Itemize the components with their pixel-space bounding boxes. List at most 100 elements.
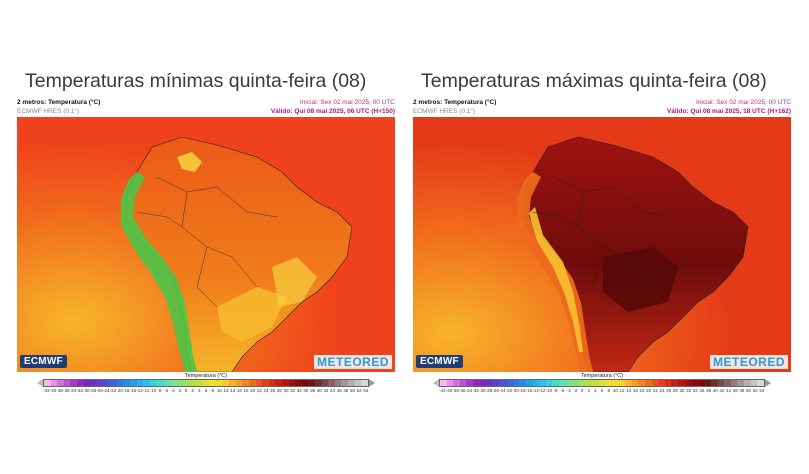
legend-swatch [149,380,157,386]
temperature-map: ECMWF METEORED [17,117,395,372]
legend-swatch [301,380,309,386]
legend-swatch [281,380,289,386]
country-borders [136,176,278,308]
legend-tick-label: -32 [472,388,479,393]
country-borders [532,176,674,308]
legend-tick-label: -28 [89,388,97,393]
init-time: Inicial: Sex 02 mai 2025, 00 UTC [695,99,791,106]
legend-swatch [176,380,183,386]
legend-tick-label: -12 [142,388,150,393]
legend-swatch [459,380,467,386]
legend-title: Temperatura (°C) [184,373,228,379]
legend-tick-label: 6 [204,388,208,393]
legend-swatch [235,380,243,386]
map-svg [17,117,395,372]
legend-swatch [519,380,526,386]
legend-tick-label: 10 [216,388,222,393]
legend-tick-label: -34 [69,388,77,393]
init-time: Inicial: Sex 02 mai 2025, 00 UTC [299,99,395,106]
legend-ticks: -42 -40 -38 -36 -34 -32 -30 -28 -26 -24 -22 -20 -18-… [439,388,765,396]
legend-swatch [730,380,738,386]
legend-swatch [361,380,368,386]
legend-tick-label: 26 [270,388,276,393]
legend-tick-label: 52 [356,388,362,393]
legend-swatch [572,380,579,386]
legend-tick-label: 34 [296,388,302,393]
legend-tick-label: 28 [672,388,678,393]
legend-swatch [275,380,282,386]
legend-tick-label: 40 [712,388,718,393]
legend-tick-label: 32 [290,388,296,393]
legend-tick-label: 28 [276,388,282,393]
legend-color-bar [439,379,765,387]
panel-maximum-temperatures: Temperaturas máximas quinta-feira (08) 2… [413,70,791,400]
legend-tick-label: 46 [336,388,342,393]
legend-tick-label: 12 [223,388,229,393]
legend-swatch [631,380,639,386]
legend-tick-label: 12 [619,388,625,393]
legend-tick-label: -4 [170,388,175,393]
legend-tick-label: 36 [303,388,309,393]
legend-swatch [585,380,593,386]
legend-tick-label: -12 [538,388,546,393]
legend-tick-label: 48 [343,388,349,393]
legend-tick-label: 42 [323,388,329,393]
chaco-hot-area [603,247,678,312]
legend-swatch [539,380,546,386]
legend-tick-label: -24 [498,388,506,393]
legend-tick-label: -26 [96,388,103,393]
legend-swatch [103,380,111,386]
legend-swatch [334,380,342,386]
legend-tick-label: 16 [632,388,638,393]
legend-tick-label: 2 [587,388,591,393]
legend-tick-label: 34 [692,388,698,393]
legend-swatch [123,380,130,386]
legend-tick-label: 30 [283,388,289,393]
legend-tick-label: 46 [732,388,738,393]
legend-swatch [242,380,249,386]
valid-time: Válido: Qui 08 mai 2025, 06 UTC (H+150) [270,108,395,115]
legend-tick-label: -38 [56,388,63,393]
legend-swatch [129,380,137,386]
legend-swatch [704,380,711,386]
legend-swatch [598,380,606,386]
model-label: ECMWF HRES (0.1°) [17,108,80,115]
legend-swatch [506,380,513,386]
legend-swatch [288,380,296,386]
legend-swatch [215,380,223,386]
legend-swatch [255,380,263,386]
legend-title: Temperatura (°C) [580,373,624,379]
legend-swatch [328,380,335,386]
legend-tick-label: 20 [646,388,652,393]
legend-swatch [83,380,91,386]
legend-swatch [479,380,487,386]
south-brazil [217,287,287,342]
legend-swatch [295,380,302,386]
legend-tick-label: 30 [679,388,685,393]
legend-arrow-right-icon [765,379,771,387]
legend-tick-label: -16 [525,388,533,393]
legend-tick-label: 54 [363,388,369,393]
legend-tick-label: 54 [759,388,765,393]
model-label: ECMWF HRES (0.1°) [413,108,476,115]
legend-tick-label: 2 [191,388,195,393]
legend-tick-label: -36 [63,388,70,393]
legend-arrow-right-icon [369,379,375,387]
legend-tick-label: 38 [310,388,316,393]
legend-swatch [717,380,725,386]
legend-tick-label: -38 [452,388,459,393]
legend-tick-label: -26 [492,388,499,393]
legend-tick-label: 14 [626,388,632,393]
legend-swatch [182,380,190,386]
legend-tick-label: 50 [746,388,752,393]
legend-swatch [724,380,731,386]
legend-swatch [737,380,745,386]
panel-minimum-temperatures: Temperaturas mínimas quinta-feira (08) 2… [17,70,395,400]
legend-swatch [268,380,276,386]
legend-swatch [308,380,315,386]
legend-swatch [143,380,150,386]
legend-swatch [644,380,652,386]
meteored-logo: METEORED [313,355,392,369]
legend-tick-label: -24 [102,388,110,393]
legend-tick-label: -14 [136,388,143,393]
